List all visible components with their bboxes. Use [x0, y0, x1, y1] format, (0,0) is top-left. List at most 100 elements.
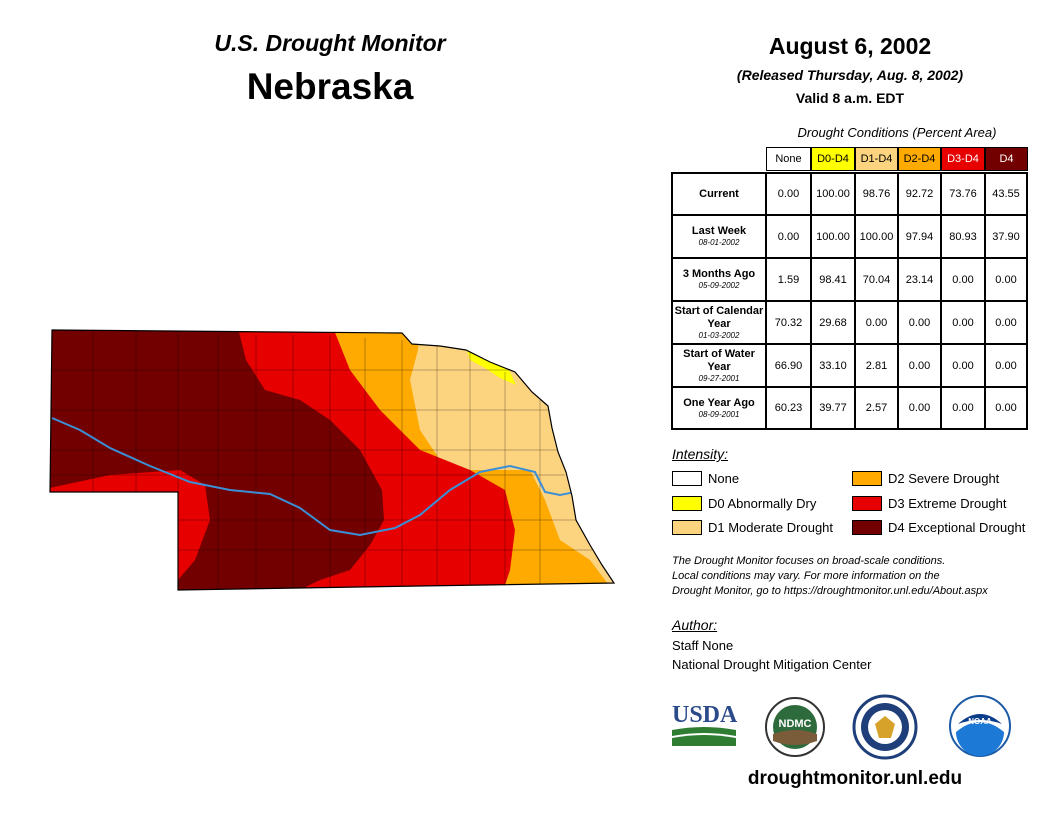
legend-item: D2 Severe Drought	[852, 471, 999, 486]
commerce-seal	[852, 694, 918, 760]
table-cell: 98.41	[811, 258, 855, 301]
usda-logo-text: USDA	[672, 702, 738, 728]
note-line: Drought Monitor, go to https://droughtmo…	[672, 585, 988, 597]
table-cell: 66.90	[766, 344, 811, 387]
row-date: 09-27-2001	[698, 373, 740, 383]
usda-logo: USDA	[672, 702, 738, 746]
note-line: Local conditions may vary. For more info…	[672, 570, 940, 582]
table-cell: 0.00	[898, 387, 941, 430]
legend-item: D0 Abnormally Dry	[672, 496, 816, 511]
table-cell: 92.72	[898, 172, 941, 215]
platte-river	[51, 417, 576, 537]
table-cell: 0.00	[898, 344, 941, 387]
author-name: Staff None	[672, 638, 734, 653]
table-cell: 100.00	[811, 215, 855, 258]
table-cell: 0.00	[855, 301, 898, 344]
legend-item: D4 Exceptional Drought	[852, 520, 1025, 535]
nebraska-drought-map	[49, 329, 616, 591]
map-subtitle: U.S. Drought Monitor	[214, 30, 446, 56]
table-caption: Drought Conditions (Percent Area)	[797, 125, 997, 140]
legend-swatch	[672, 471, 702, 486]
table-cell: 33.10	[811, 344, 855, 387]
table-cell: 100.00	[811, 172, 855, 215]
row-label-text: One Year Ago	[683, 396, 755, 409]
table-cell: 2.81	[855, 344, 898, 387]
table-cell: 97.94	[898, 215, 941, 258]
footer-url[interactable]: droughtmonitor.unl.edu	[747, 768, 963, 789]
table-cell: 0.00	[985, 258, 1028, 301]
table-cell: 0.00	[898, 301, 941, 344]
row-date: 01-03-2002	[698, 330, 740, 340]
legend-label: D0 Abnormally Dry	[708, 496, 817, 511]
ndmc-logo: NDMC	[765, 697, 825, 757]
row-date: 08-01-2002	[698, 238, 740, 247]
legend-label: D3 Extreme Drought	[888, 496, 1007, 511]
column-header-d0-d4: D0-D4	[811, 147, 855, 171]
table-cell: 98.76	[855, 172, 898, 215]
table-cell: 0.00	[766, 172, 811, 215]
column-header-d1-d4: D1-D4	[855, 147, 898, 171]
author-title: Author:	[672, 617, 718, 633]
row-label: Start of Calendar Year 01-03-2002	[671, 301, 766, 344]
legend-label: D4 Exceptional Drought	[888, 520, 1026, 535]
valid-time: Valid 8 a.m. EDT	[795, 90, 905, 106]
legend-label: D2 Severe Drought	[888, 471, 1000, 486]
table-cell: 0.00	[985, 301, 1028, 344]
table-cell: 23.14	[898, 258, 941, 301]
row-label: Start of Water Year 09-27-2001	[671, 344, 766, 387]
column-header-d2-d4: D2-D4	[898, 147, 941, 171]
legend-swatch	[852, 471, 882, 486]
table-cell: 60.23	[766, 387, 811, 430]
disclaimer-note: The Drought Monitor focuses on broad-sca…	[672, 554, 1052, 599]
row-label: Last Week 08-01-2002	[671, 215, 766, 258]
row-date: 05-09-2002	[698, 281, 740, 290]
table-cell: 1.59	[766, 258, 811, 301]
ndmc-logo-text: NDMC	[779, 718, 812, 730]
row-label: Current	[671, 172, 766, 215]
county-lines	[50, 330, 592, 590]
d0-abnormally-dry-area	[466, 348, 516, 385]
table-cell: 70.32	[766, 301, 811, 344]
table-cell: 29.68	[811, 301, 855, 344]
column-header-d4: D4	[985, 147, 1028, 171]
release-date: (Released Thursday, Aug. 8, 2002)	[736, 67, 964, 83]
legend-swatch	[852, 520, 882, 535]
legend-label: None	[708, 471, 740, 486]
state-title: Nebraska	[246, 66, 414, 107]
legend-item: D3 Extreme Drought	[852, 496, 1007, 511]
table-cell: 0.00	[985, 344, 1028, 387]
table-cell: 100.00	[855, 215, 898, 258]
d4-exceptional-drought-area	[50, 330, 384, 590]
table-cell: 73.76	[941, 172, 985, 215]
noaa-logo-text: NOAA	[968, 717, 992, 726]
table-cell: 0.00	[941, 344, 985, 387]
legend-item: D1 Moderate Drought	[672, 520, 833, 535]
legend-title: Intensity:	[672, 446, 729, 462]
map-date: August 6, 2002	[768, 33, 932, 59]
author-org: National Drought Mitigation Center	[672, 657, 872, 672]
table-cell: 39.77	[811, 387, 855, 430]
legend-item: None	[672, 471, 739, 486]
row-date: 08-09-2001	[698, 409, 740, 419]
table-cell: 0.00	[941, 258, 985, 301]
legend-swatch	[672, 496, 702, 511]
row-label-text: Start of Water Year	[683, 347, 755, 373]
row-label: One Year Ago 08-09-2001	[671, 387, 766, 430]
table-cell: 0.00	[941, 301, 985, 344]
column-header-none: None	[766, 147, 811, 171]
noaa-logo: NOAA	[949, 695, 1011, 757]
legend-label: D1 Moderate Drought	[708, 520, 834, 535]
table-cell: 0.00	[985, 387, 1028, 430]
table-cell: 2.57	[855, 387, 898, 430]
row-label-text: Current	[699, 187, 739, 200]
column-header-d3-d4: D3-D4	[941, 147, 985, 171]
row-label-text: 3 Months Ago	[682, 268, 756, 280]
table-cell: 0.00	[766, 215, 811, 258]
note-line: The Drought Monitor focuses on broad-sca…	[672, 555, 946, 567]
table-cell: 0.00	[941, 387, 985, 430]
table-cell: 43.55	[985, 172, 1028, 215]
row-label-text: Last Week	[691, 225, 747, 237]
table-cell: 70.04	[855, 258, 898, 301]
row-label-text: Start of Calendar Year	[674, 304, 764, 330]
legend-swatch	[852, 496, 882, 511]
